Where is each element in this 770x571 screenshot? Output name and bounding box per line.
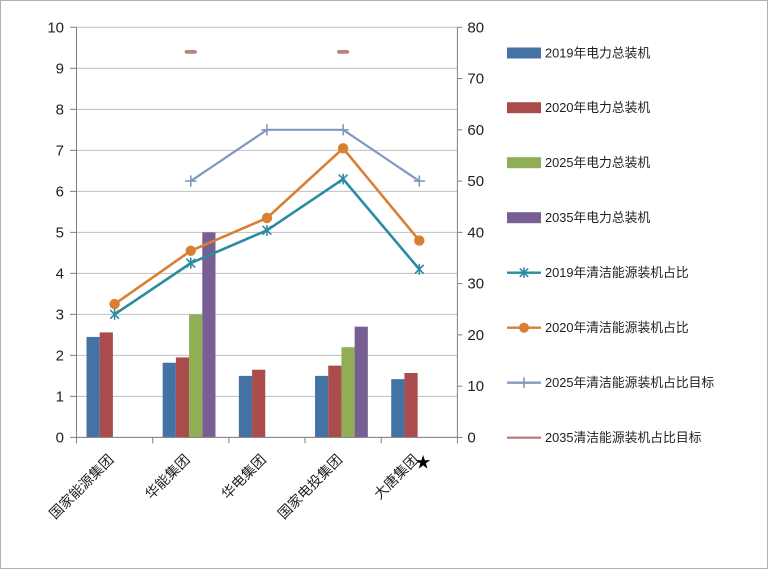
svg-text:8: 8 bbox=[56, 101, 64, 118]
svg-text:0: 0 bbox=[56, 429, 64, 446]
svg-text:国家电投集团: 国家电投集团 bbox=[275, 451, 346, 522]
svg-text:华能集团: 华能集团 bbox=[142, 451, 193, 502]
svg-text:30: 30 bbox=[467, 276, 484, 293]
svg-text:2025年电力总装机: 2025年电力总装机 bbox=[545, 155, 650, 170]
svg-text:3: 3 bbox=[56, 306, 64, 323]
svg-text:7: 7 bbox=[56, 142, 64, 159]
svg-text:50: 50 bbox=[467, 173, 484, 190]
svg-text:5: 5 bbox=[56, 224, 64, 241]
svg-text:大唐集团: 大唐集团 bbox=[371, 451, 422, 502]
svg-text:2020年电力总装机: 2020年电力总装机 bbox=[545, 100, 650, 115]
svg-text:2025年清洁能源装机占比目标: 2025年清洁能源装机占比目标 bbox=[545, 375, 714, 390]
svg-text:9: 9 bbox=[56, 60, 64, 77]
svg-text:6: 6 bbox=[56, 183, 64, 200]
svg-text:60: 60 bbox=[467, 122, 484, 139]
svg-text:0: 0 bbox=[467, 429, 475, 446]
svg-text:2035清洁能源装机占比目标: 2035清洁能源装机占比目标 bbox=[545, 430, 702, 445]
svg-text:4: 4 bbox=[56, 265, 64, 282]
svg-text:1: 1 bbox=[56, 388, 64, 405]
svg-text:10: 10 bbox=[467, 378, 484, 395]
svg-text:70: 70 bbox=[467, 71, 484, 88]
svg-text:2019年电力总装机: 2019年电力总装机 bbox=[545, 46, 650, 61]
svg-text:10: 10 bbox=[47, 19, 64, 36]
svg-text:2035年电力总装机: 2035年电力总装机 bbox=[545, 210, 650, 225]
svg-text:华电集团: 华电集团 bbox=[218, 451, 269, 502]
svg-text:2020年清洁能源装机占比: 2020年清洁能源装机占比 bbox=[545, 320, 689, 335]
svg-text:20: 20 bbox=[467, 327, 484, 344]
svg-text:40: 40 bbox=[467, 224, 484, 241]
svg-text:2: 2 bbox=[56, 347, 64, 364]
svg-text:80: 80 bbox=[467, 19, 484, 36]
svg-text:国家能源集团: 国家能源集团 bbox=[46, 451, 117, 522]
svg-text:2019年清洁能源装机占比: 2019年清洁能源装机占比 bbox=[545, 265, 689, 280]
